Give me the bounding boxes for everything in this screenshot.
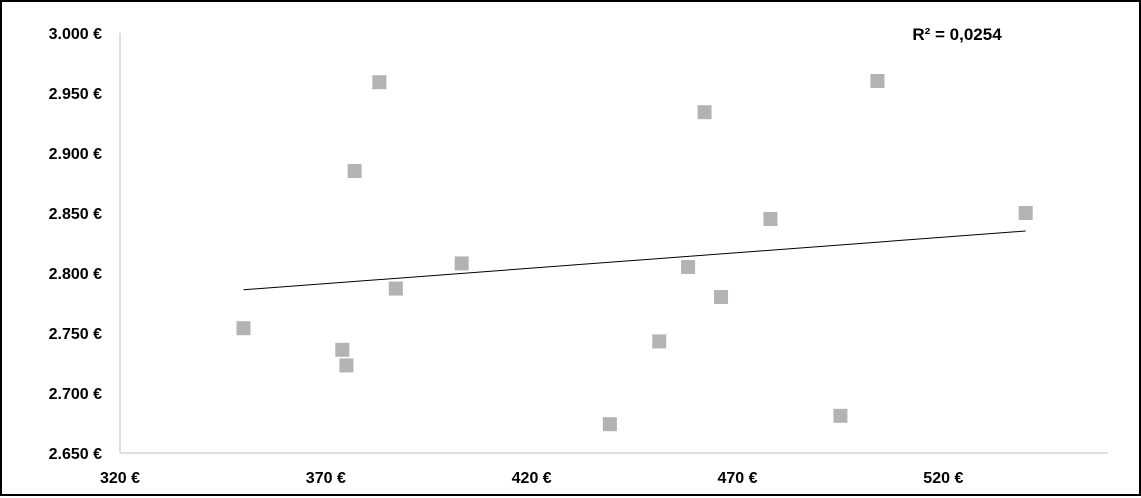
axes [119,33,1108,454]
y-tick-label: 2.950 € [49,86,102,103]
x-axis-tick-labels: 320 € 370 € 420 € 470 € 520 € [100,470,963,487]
y-tick-label: 2.650 € [49,446,102,463]
data-point-marker [870,74,885,88]
r-squared-annotation: R² = 0,0254 [912,25,1002,44]
data-point-marker [347,164,362,178]
x-tick-label: 470 € [717,470,757,487]
y-axis-tick-labels: 2.650 € 2.700 € 2.750 € 2.800 € 2.850 € 2.900… [49,26,102,463]
y-tick-label: 2.800 € [49,266,102,283]
data-points [236,74,1033,432]
y-tick-label: 2.900 € [49,146,102,163]
data-point-marker [714,290,729,304]
trendline [243,230,1026,291]
data-point-marker [681,260,696,274]
data-point-marker [388,281,403,296]
x-tick-label: 520 € [923,470,963,487]
data-point-marker [833,408,848,423]
y-tick-label: 2.700 € [49,386,102,403]
data-point-marker [236,321,251,336]
trendline-group [243,230,1026,291]
data-point-marker [1018,206,1033,220]
data-point-marker [335,342,350,357]
data-point-marker [602,417,617,432]
x-tick-label: 370 € [306,470,346,487]
y-tick-label: 2.850 € [49,206,102,223]
data-point-marker [763,212,778,226]
data-point-marker [339,358,354,373]
x-tick-label: 420 € [512,470,552,487]
x-tick-label: 320 € [100,470,140,487]
y-tick-label: 3.000 € [49,26,102,43]
data-point-marker [697,105,712,120]
y-tick-label: 2.750 € [49,326,102,343]
data-point-marker [454,256,469,271]
data-point-marker [372,75,387,90]
data-point-marker [652,334,667,349]
